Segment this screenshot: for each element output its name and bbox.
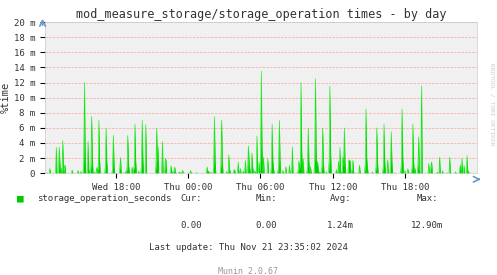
Text: Max:: Max: bbox=[416, 194, 438, 203]
Text: 12.90m: 12.90m bbox=[412, 221, 443, 230]
Text: storage_operation_seconds: storage_operation_seconds bbox=[37, 194, 171, 203]
Title: mod_measure_storage/storage_operation times - by day: mod_measure_storage/storage_operation ti… bbox=[76, 8, 446, 21]
Text: Cur:: Cur: bbox=[180, 194, 202, 203]
Text: 0.00: 0.00 bbox=[255, 221, 277, 230]
Y-axis label: %time: %time bbox=[0, 82, 11, 113]
Text: Avg:: Avg: bbox=[330, 194, 351, 203]
Text: RRDTOOL / TOBI OETIKER: RRDTOOL / TOBI OETIKER bbox=[490, 63, 495, 146]
Text: Munin 2.0.67: Munin 2.0.67 bbox=[219, 267, 278, 275]
Text: 0.00: 0.00 bbox=[180, 221, 202, 230]
Text: Last update: Thu Nov 21 23:35:02 2024: Last update: Thu Nov 21 23:35:02 2024 bbox=[149, 243, 348, 252]
Text: Min:: Min: bbox=[255, 194, 277, 203]
Text: ■: ■ bbox=[17, 194, 24, 204]
Text: 1.24m: 1.24m bbox=[327, 221, 354, 230]
